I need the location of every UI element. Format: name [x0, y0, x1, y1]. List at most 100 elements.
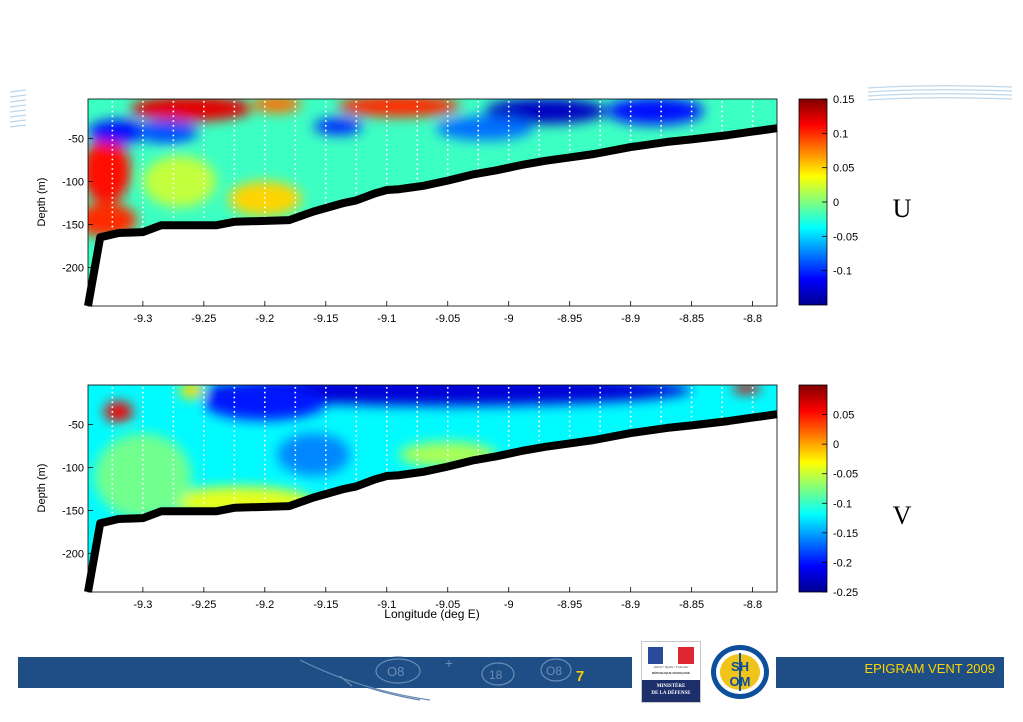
- x-axis-v: -9.3 -9.25 -9.2 -9.15 -9.1 -9.05 -9 -8.95 -8.9 -8…: [133, 587, 762, 611]
- logo-defense-line: DE LA DÉFENSE: [651, 691, 691, 696]
- heatmap-blob-u-0: [88, 138, 131, 204]
- x-tick-label-3: -9.15: [313, 313, 338, 325]
- panel-label-u: U: [893, 194, 912, 223]
- heatmap-blob-v-2: [179, 385, 204, 399]
- ylabel-v: Depth (m): [36, 464, 48, 513]
- page-number: 7: [575, 668, 585, 685]
- x-tick-label-7: -8.95: [557, 313, 582, 325]
- colorbar-tick-label-5: -0.2: [833, 557, 852, 569]
- footer-bar-left: [18, 657, 632, 688]
- shom-logo-text-bottom: OM: [730, 674, 751, 689]
- colorbar-tick-label-3: -0.1: [833, 498, 852, 510]
- footer-bar-right: [776, 657, 1004, 688]
- colorbar-tick-label-1: 0: [833, 439, 839, 451]
- panel-u: -50 -100 -150 -200 -9.3 -9.25 -9.2 -9.15 -9.1 -9…: [36, 94, 912, 325]
- xlabel: Longitude (deg E): [384, 607, 479, 621]
- seabed-v: [88, 414, 777, 592]
- colorbar-v: [798, 384, 828, 593]
- seabed-u: [88, 128, 777, 306]
- x-tick-label-1: -9.25: [191, 313, 216, 325]
- heatmap-blob-u-10: [435, 116, 534, 141]
- x-tick-label-9: -8.85: [679, 599, 704, 611]
- colorbar-tick-label-2: 0.05: [833, 163, 854, 175]
- flag-blue-stripe: [648, 647, 663, 664]
- station-lines-v: [111, 387, 754, 517]
- colorbar-tick-label-4: -0.05: [833, 231, 858, 243]
- logo-ministere-line: MINISTÈRE: [656, 684, 686, 689]
- flag-white-stripe: [663, 647, 678, 664]
- x-tick-label-10: -8.8: [743, 313, 762, 325]
- x-tick-label-2: -9.2: [255, 599, 274, 611]
- x-tick-label-0: -9.3: [133, 313, 152, 325]
- station-lines-u: [111, 101, 754, 231]
- y-tick-label-1: -100: [62, 176, 84, 188]
- x-tick-label-8: -8.9: [621, 599, 640, 611]
- shom-logo: SH OM: [708, 643, 772, 701]
- x-tick-label-5: -9.05: [435, 313, 460, 325]
- bathymetry-line-u: [84, 124, 778, 307]
- colorbar-tick-label-2: -0.05: [833, 469, 858, 481]
- x-tick-label-4: -9.1: [377, 313, 396, 325]
- y-tick-label-2: -150: [62, 505, 84, 517]
- heatmap-u: [88, 99, 777, 306]
- x-tick-label-10: -8.8: [743, 599, 762, 611]
- header-decoration: [9, 85, 1013, 128]
- y-axis-v: -50 -100 -150 -200: [62, 420, 93, 560]
- x-tick-label-0: -9.3: [133, 599, 152, 611]
- heatmap-blob-u-6: [136, 119, 198, 144]
- heatmap-blob-u-5: [88, 119, 149, 144]
- x-tick-label-8: -8.9: [621, 313, 640, 325]
- heatmap-blob-u-12: [142, 155, 217, 208]
- x-tick-label-6: -9: [504, 313, 514, 325]
- y-tick-label-1: -100: [62, 462, 84, 474]
- y-tick-label-3: -200: [62, 548, 84, 560]
- colorbar-tick-label-0: 0.15: [833, 94, 854, 106]
- colorbar-tick-label-5: -0.1: [833, 266, 852, 278]
- heatmap-blob-v-0: [103, 401, 134, 422]
- y-tick-label-2: -150: [62, 219, 84, 231]
- panel-v: -50 -100 -150 -200 -9.3 -9.25 -9.2 -9.15 -9.1 -9…: [36, 384, 912, 621]
- svg-text:18: 18: [489, 668, 503, 682]
- x-tick-label-1: -9.25: [191, 599, 216, 611]
- bathymetry-line-v: [84, 410, 778, 593]
- x-tick-label-4: -9.1: [377, 599, 396, 611]
- heatmap-blob-u-11: [228, 181, 302, 216]
- shom-logo-text: SH: [731, 659, 749, 674]
- x-tick-label-2: -9.2: [255, 313, 274, 325]
- logo-ministere-band: MINISTÈRE DE LA DÉFENSE: [642, 680, 700, 702]
- y-axis-u: -50 -100 -150 -200: [62, 134, 93, 274]
- svg-text:O8: O8: [546, 664, 562, 678]
- heatmap-blob-v-4: [94, 433, 192, 519]
- axes-frame-v: [87, 384, 778, 593]
- svg-text:+: +: [445, 655, 453, 671]
- colorbar-tick-label-4: -0.15: [833, 528, 858, 540]
- ministere-defense-logo: Liberté • Égalité • Fraternité RÉPUBLIQU…: [641, 641, 701, 703]
- colorbar-tick-label-0: 0.05: [833, 410, 854, 422]
- logo-republique: RÉPUBLIQUE FRANÇAISE: [651, 671, 690, 675]
- colorbar-tick-label-3: 0: [833, 197, 839, 209]
- colorbar-v-ticks: 0.05 0 -0.05 -0.1 -0.15 -0.2 -0.25: [822, 410, 858, 599]
- ylabel-u: Depth (m): [36, 178, 48, 227]
- logo-motto: Liberté • Égalité • Fraternité: [653, 665, 689, 669]
- y-tick-label-3: -200: [62, 262, 84, 274]
- heatmap-blob-u-1: [88, 202, 137, 238]
- flag-red-stripe: [678, 647, 694, 664]
- svg-text:O8: O8: [387, 664, 404, 679]
- y-tick-label-0: -50: [68, 134, 84, 146]
- heatmap-blob-u-2: [130, 99, 253, 122]
- heatmap-u-blobs: [88, 99, 704, 238]
- heatmap-blob-u-8: [484, 99, 607, 124]
- y-tick-label-0: -50: [68, 420, 84, 432]
- panel-label-v: V: [893, 501, 912, 530]
- heatmap-blob-v-6: [203, 385, 692, 406]
- axes-frame-u: [87, 98, 778, 307]
- x-tick-label-3: -9.15: [313, 599, 338, 611]
- colorbar-tick-label-1: 0.1: [833, 128, 848, 140]
- footer-title: EPIGRAM VENT 2009: [864, 661, 995, 676]
- x-tick-label-9: -8.85: [679, 313, 704, 325]
- colorbar-tick-label-6: -0.25: [833, 587, 858, 599]
- x-tick-label-5: -9.05: [435, 599, 460, 611]
- colorbar-u-ticks: 0.15 0.1 0.05 0 -0.05 -0.1: [822, 94, 858, 278]
